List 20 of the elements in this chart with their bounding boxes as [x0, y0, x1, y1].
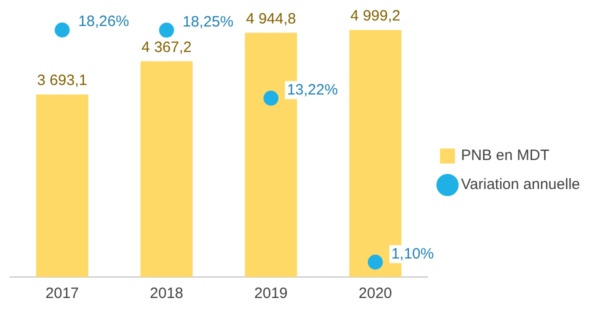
data-label: 18,25% — [182, 13, 234, 30]
legend-label: Variation annuelle — [461, 176, 580, 194]
data-label: 13,22% — [286, 81, 338, 98]
x-tick-label: 2018 — [150, 285, 184, 302]
data-label: 18,26% — [78, 13, 130, 30]
x-tick-label: 2020 — [358, 285, 392, 302]
data-label: 4 367,2 — [142, 38, 192, 56]
point — [368, 254, 383, 270]
bar — [36, 94, 88, 277]
x-tick-label: 2017 — [46, 285, 79, 302]
data-label: 4 999,2 — [350, 8, 400, 25]
x-tick-label: 2019 — [254, 285, 288, 302]
data-label: 4 944,8 — [246, 10, 296, 28]
point — [54, 22, 70, 38]
data-label: 3 693,1 — [37, 72, 88, 90]
bar — [140, 61, 193, 277]
point — [263, 90, 278, 106]
point — [159, 22, 174, 38]
legend-label: PNB en MDT — [461, 147, 550, 164]
data-label: 1,10% — [391, 245, 434, 262]
